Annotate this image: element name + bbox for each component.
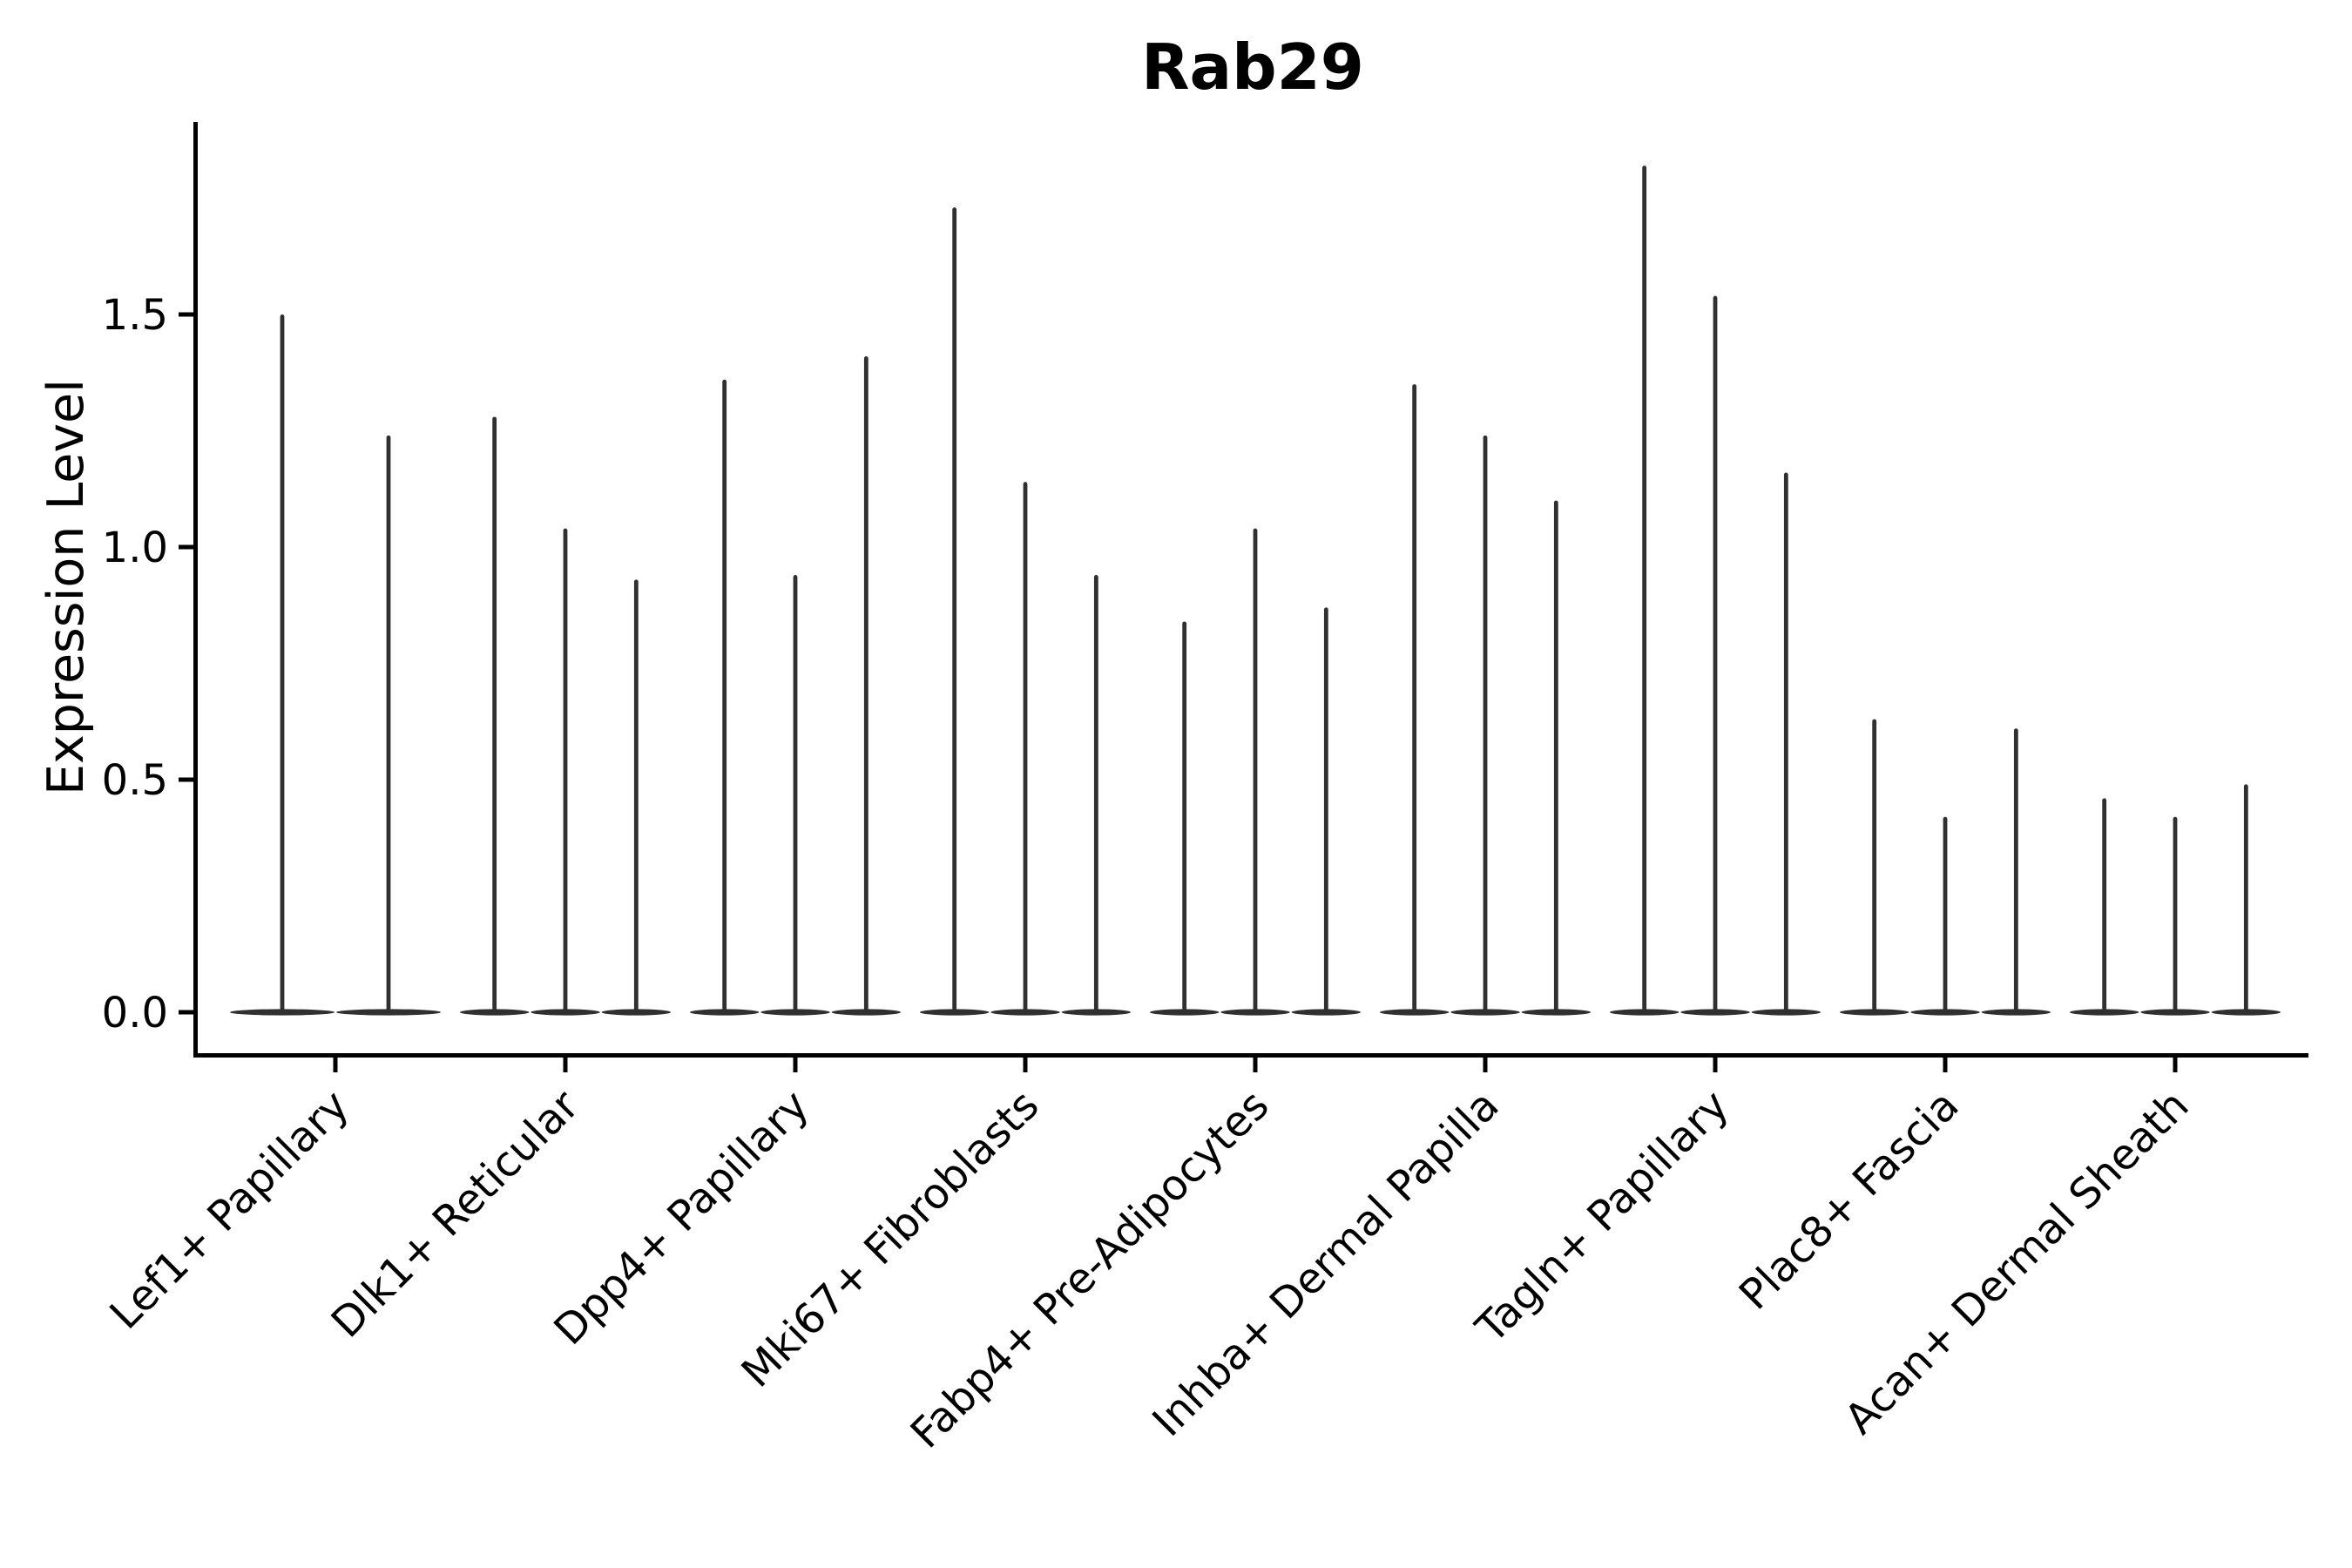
violin-spike <box>952 207 957 1015</box>
violin <box>1521 500 1592 1016</box>
violin-spike <box>1323 607 1328 1015</box>
x-tick-label: Tagln+ Papillary <box>1466 1081 1738 1353</box>
violin-spike <box>633 579 639 1015</box>
x-tick-mark <box>1483 1058 1488 1072</box>
x-tick-label: Dlk1+ Reticular <box>322 1081 589 1348</box>
violins <box>230 166 2281 1016</box>
violin <box>2211 784 2281 1016</box>
x-tick-label: Plac8+ Fascia <box>1730 1081 1969 1320</box>
violin <box>601 579 671 1016</box>
x-tick-label: Lef1+ Papillary <box>101 1081 359 1339</box>
violin <box>1910 816 1980 1016</box>
violin <box>1840 719 1909 1016</box>
x-tick-mark <box>333 1058 338 1072</box>
bottom-axis-spine <box>193 1053 2308 1058</box>
y-tick-mark <box>179 312 193 317</box>
violin <box>920 207 990 1016</box>
chart-title: Rab29 <box>1141 30 1364 104</box>
y-tick-label: 0.5 <box>102 756 168 805</box>
x-tick-label: Dpp4+ Papillary <box>544 1081 818 1355</box>
x-tick-mark <box>2173 1058 2178 1072</box>
violin-spike <box>2173 816 2178 1015</box>
left-axis-spine <box>193 122 198 1058</box>
violin <box>1061 575 1132 1016</box>
violin <box>2070 798 2139 1016</box>
x-tick-mark <box>563 1058 568 1072</box>
y-tick-label: 1.0 <box>102 524 168 572</box>
y-tick-label: 0.0 <box>102 989 168 1037</box>
violin-spike <box>1872 719 1877 1015</box>
violin <box>1751 472 1821 1016</box>
violin-spike <box>386 435 391 1015</box>
violin-spike <box>1412 384 1417 1015</box>
violin-spike <box>1642 166 1647 1015</box>
violin <box>760 575 830 1016</box>
x-tick-mark <box>1943 1058 1948 1072</box>
violin <box>1291 607 1362 1016</box>
violin-spike <box>2013 728 2018 1015</box>
violin <box>336 435 441 1016</box>
violin <box>2140 816 2210 1016</box>
violin-spike <box>1093 575 1098 1015</box>
y-axis-label: Expression Level <box>37 379 95 795</box>
violin-spike <box>2243 784 2248 1015</box>
x-tick-mark <box>1253 1058 1258 1072</box>
violin <box>230 314 335 1016</box>
violin-spike <box>1483 435 1488 1015</box>
violin-spike <box>793 575 798 1015</box>
violin-spike <box>1023 482 1028 1015</box>
violin-spike <box>1943 816 1948 1015</box>
violin <box>460 416 530 1016</box>
violin-spike <box>1553 500 1558 1015</box>
violin <box>1220 528 1290 1016</box>
violin-spike <box>722 379 727 1015</box>
y-axis-ticks: 0.0 0.5 1.0 1.5 <box>102 291 193 1037</box>
violin-spike <box>1713 295 1718 1015</box>
violin-spike <box>563 528 568 1015</box>
violin <box>990 482 1060 1016</box>
violin-spike <box>2102 798 2107 1015</box>
y-tick-label: 1.5 <box>102 291 168 340</box>
violin <box>1981 728 2051 1016</box>
y-tick-mark <box>179 544 193 550</box>
violin-spike <box>1182 621 1187 1015</box>
violin-spike <box>1783 472 1788 1015</box>
violin <box>1680 295 1750 1016</box>
violin <box>690 379 760 1016</box>
violin <box>531 528 600 1016</box>
violin-spike <box>492 416 497 1015</box>
violin <box>1150 621 1220 1016</box>
violin <box>1450 435 1520 1016</box>
violin <box>1380 384 1450 1016</box>
axes <box>193 122 2308 1058</box>
violin-spike <box>1253 528 1258 1015</box>
violin-spike <box>863 356 868 1015</box>
x-tick-mark <box>793 1058 798 1072</box>
violin <box>831 356 901 1016</box>
y-tick-mark <box>179 1010 193 1015</box>
violin <box>1610 166 1680 1016</box>
x-tick-mark <box>1713 1058 1718 1072</box>
y-tick-mark <box>179 777 193 782</box>
violin-spike <box>280 314 285 1015</box>
x-tick-mark <box>1023 1058 1028 1072</box>
